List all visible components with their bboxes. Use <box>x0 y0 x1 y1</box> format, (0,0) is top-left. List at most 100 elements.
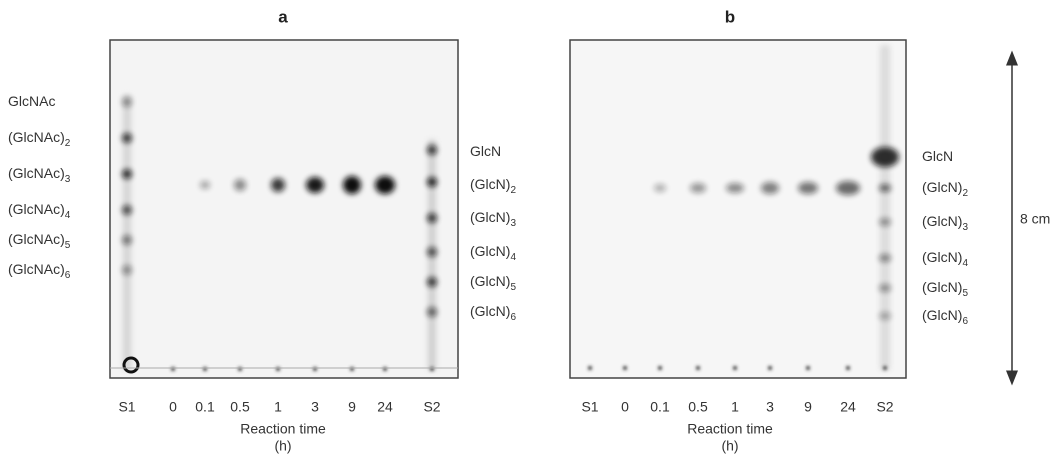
lane-label: 0.5 <box>230 399 250 415</box>
standard-label-sub: 4 <box>510 252 516 263</box>
standard-label-text: (GlcN) <box>922 279 962 295</box>
lane-label: 0 <box>621 399 629 415</box>
standard-label-text: GlcN <box>922 148 953 164</box>
lane-label: 0 <box>169 399 177 415</box>
standard-label-text: GlcNAc <box>8 93 55 109</box>
origin-dot <box>696 366 700 370</box>
standard-label-text: (GlcN) <box>470 273 510 289</box>
standard-label: (GlcN)3 <box>922 213 968 233</box>
origin-spot <box>122 356 140 374</box>
standard-label-text: (GlcNAc) <box>8 261 65 277</box>
standard-label-sub: 6 <box>962 316 968 327</box>
standard-label-sub: 4 <box>65 210 71 221</box>
origin-dot <box>768 366 772 370</box>
lane-label: 0.1 <box>650 399 670 415</box>
origin-dot <box>806 366 810 370</box>
panel-label: b <box>725 7 735 26</box>
spot <box>871 147 899 167</box>
standard-label-text: (GlcN) <box>922 179 962 195</box>
standard-label-text: (GlcNAc) <box>8 231 65 247</box>
standard-label-sub: 6 <box>65 270 71 281</box>
scale-label: 8 cm <box>1020 211 1050 227</box>
standard-label: (GlcNAc)5 <box>8 231 71 251</box>
standard-label-text: (GlcNAc) <box>8 165 65 181</box>
spot <box>200 181 210 189</box>
standard-label-text: (GlcN) <box>922 307 962 323</box>
spot <box>726 183 744 193</box>
standard-label: (GlcN)6 <box>470 303 516 323</box>
lane-label: 9 <box>348 399 356 415</box>
lane-label: 0.1 <box>195 399 215 415</box>
axis-unit: (h) <box>274 438 291 454</box>
origin-dot <box>883 366 887 370</box>
axis-unit: (h) <box>721 438 738 454</box>
streak <box>123 95 131 370</box>
lane-label: 3 <box>311 399 319 415</box>
standard-label: (GlcN)3 <box>470 209 516 229</box>
standard-label-text: (GlcN) <box>922 213 962 229</box>
panel-label: a <box>278 7 288 26</box>
spot <box>798 182 818 194</box>
standard-label: (GlcNAc)3 <box>8 165 71 185</box>
standard-label: (GlcN)5 <box>922 279 968 299</box>
spot <box>122 205 132 215</box>
axis-label: Reaction time <box>687 421 773 437</box>
origin-dot <box>846 366 850 370</box>
spot <box>836 181 860 195</box>
origin-dot <box>658 366 662 370</box>
spot <box>427 213 437 223</box>
spot <box>879 312 891 320</box>
spot <box>654 184 666 192</box>
origin-dot <box>588 366 592 370</box>
lane-label: 24 <box>377 399 393 415</box>
streak <box>880 45 890 370</box>
lane-label: S1 <box>118 399 135 415</box>
standard-label: (GlcN)5 <box>470 273 516 293</box>
standard-label: (GlcN)2 <box>470 176 516 196</box>
standard-label-text: (GlcN) <box>470 303 510 319</box>
lane-label: 0.5 <box>688 399 708 415</box>
standard-label-sub: 4 <box>962 258 968 269</box>
standard-label: (GlcN)4 <box>922 249 968 269</box>
standard-label: (GlcNAc)2 <box>8 129 71 149</box>
standard-label-text: GlcN <box>470 143 501 159</box>
standard-label-sub: 2 <box>65 138 71 149</box>
spot <box>234 179 246 191</box>
standard-label-text: (GlcN) <box>470 209 510 225</box>
spot <box>427 247 437 257</box>
standard-label-sub: 2 <box>510 185 516 196</box>
plate <box>109 39 459 379</box>
standard-label: (GlcN)6 <box>922 307 968 327</box>
plate <box>569 39 907 379</box>
spot <box>879 184 891 192</box>
spot <box>122 133 132 143</box>
axis-label: Reaction time <box>240 421 326 437</box>
origin-dot <box>733 366 737 370</box>
spot <box>879 284 891 292</box>
standard-label-text: (GlcN) <box>470 243 510 259</box>
spot <box>427 277 437 287</box>
standard-label-sub: 3 <box>65 174 71 185</box>
lane-label: 24 <box>840 399 856 415</box>
standard-label-sub: 5 <box>510 282 516 293</box>
standard-label: GlcN <box>470 143 501 159</box>
spot <box>122 97 132 107</box>
standard-label: GlcN <box>922 148 953 164</box>
spot <box>375 176 395 194</box>
standard-label: (GlcNAc)4 <box>8 201 71 221</box>
lane-label: S1 <box>581 399 598 415</box>
standard-label-sub: 3 <box>962 222 968 233</box>
spot <box>427 307 437 317</box>
spot <box>271 178 285 192</box>
standard-label: (GlcN)4 <box>470 243 516 263</box>
standard-label: (GlcN)2 <box>922 179 968 199</box>
spot <box>122 265 132 275</box>
lane-label: 3 <box>766 399 774 415</box>
spot <box>427 145 437 155</box>
standard-label: GlcNAc <box>8 93 55 109</box>
spot <box>343 176 361 194</box>
spot <box>879 254 891 262</box>
standard-label-sub: 5 <box>65 240 71 251</box>
lane-label: S2 <box>423 399 440 415</box>
